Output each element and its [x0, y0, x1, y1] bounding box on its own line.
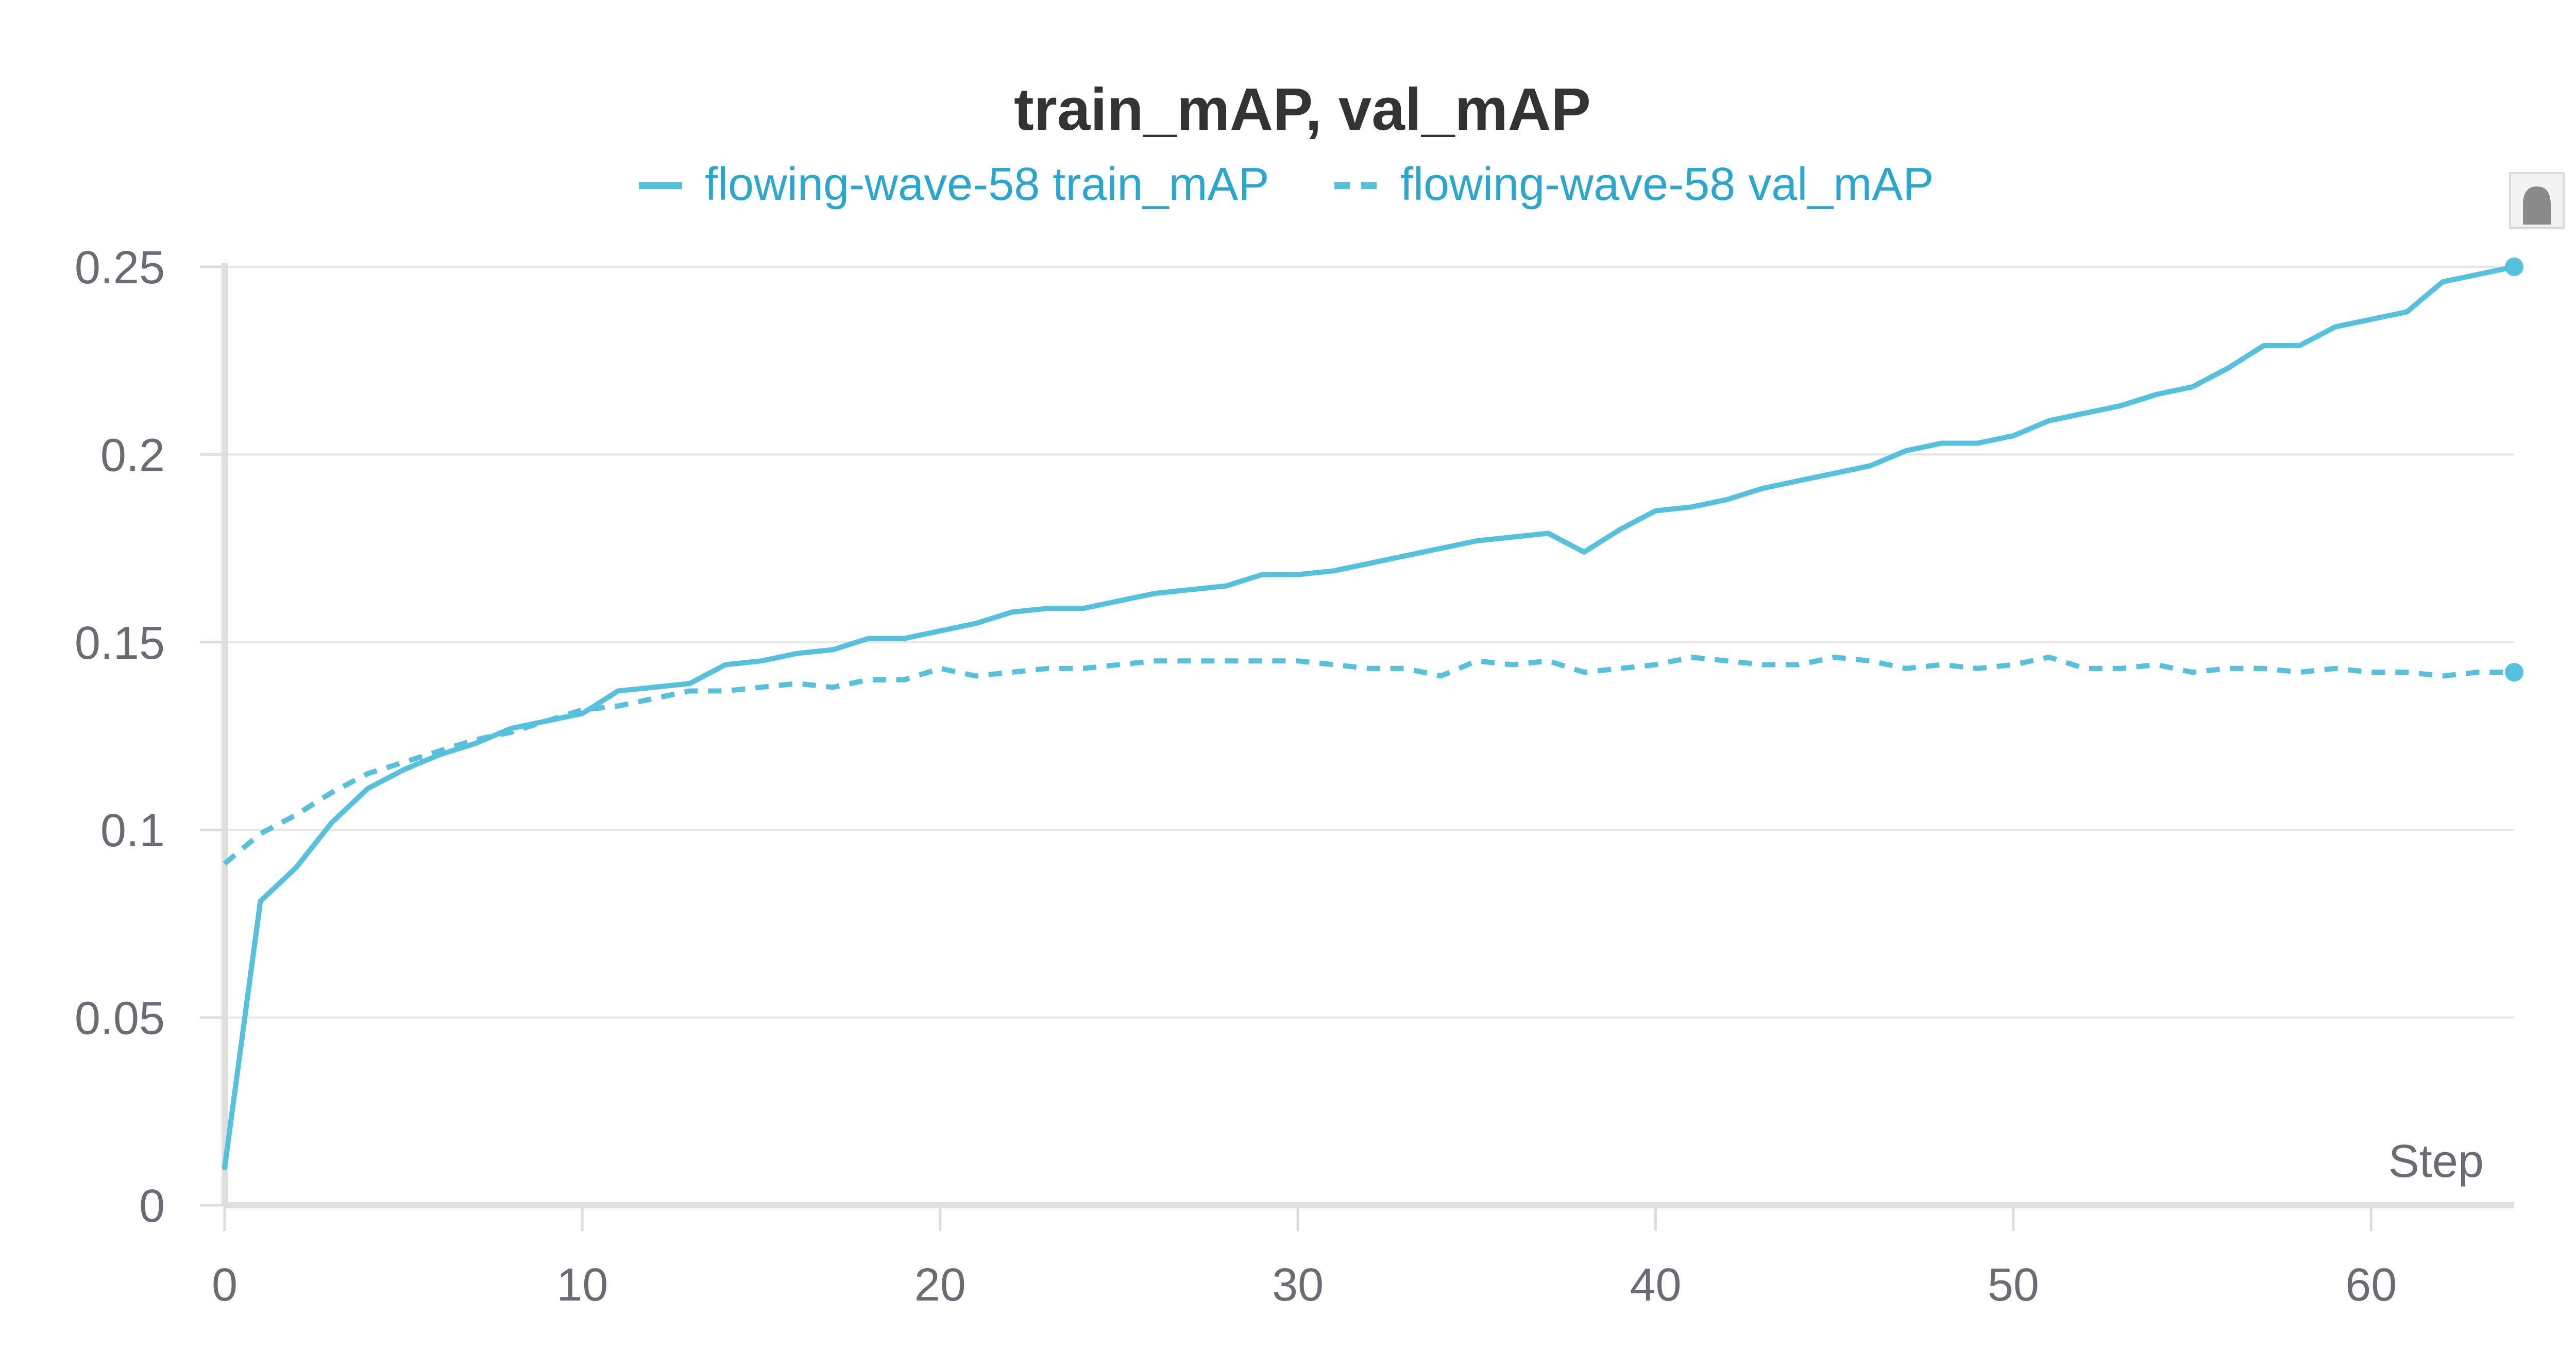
legend-label: flowing-wave-58 val_mAP [1400, 159, 1934, 210]
chart-end-markers [2505, 258, 2523, 682]
y-tick-label: 0.2 [100, 430, 165, 481]
series-end-marker [2505, 258, 2523, 276]
panel-menu-icon[interactable] [2509, 172, 2565, 229]
train-map-series-line[interactable] [222, 264, 2517, 1171]
y-tick-label: 0.25 [75, 242, 165, 294]
chart-grid [225, 266, 2514, 1019]
x-tick-label: 0 [212, 1259, 238, 1311]
x-tick-label: 50 [1988, 1259, 2039, 1311]
y-tick-label: 0 [139, 1181, 165, 1232]
chart-ticks: 0 0.05 0.1 0.15 0.2 0.25 0 10 20 30 40 50 60 [75, 242, 2397, 1311]
chart-title: train_mAP, val_mAP [1014, 76, 1591, 143]
val-map-series-line[interactable] [223, 655, 2514, 866]
legend-item[interactable]: flowing-wave-58 train_mAP [639, 159, 1269, 210]
x-axis-label: Step [2388, 1136, 2484, 1187]
x-tick-label: 40 [1630, 1259, 1681, 1311]
legend-label: flowing-wave-58 train_mAP [705, 159, 1269, 210]
chart-legend[interactable]: flowing-wave-58 train_mAP flowing-wave-58… [639, 159, 1934, 210]
x-tick-label: 20 [914, 1259, 966, 1311]
legend-item[interactable]: flowing-wave-58 val_mAP [1334, 159, 1934, 210]
y-tick-label: 0.15 [75, 618, 165, 669]
chart-series-group [222, 264, 2517, 1171]
y-tick-label: 0.05 [75, 993, 165, 1045]
x-tick-label: 10 [556, 1259, 608, 1311]
y-tick-label: 0.1 [100, 805, 165, 857]
series-end-marker [2505, 663, 2523, 682]
x-tick-label: 30 [1272, 1259, 1324, 1311]
chart-axes [222, 263, 2514, 1208]
x-tick-label: 60 [2345, 1259, 2397, 1311]
